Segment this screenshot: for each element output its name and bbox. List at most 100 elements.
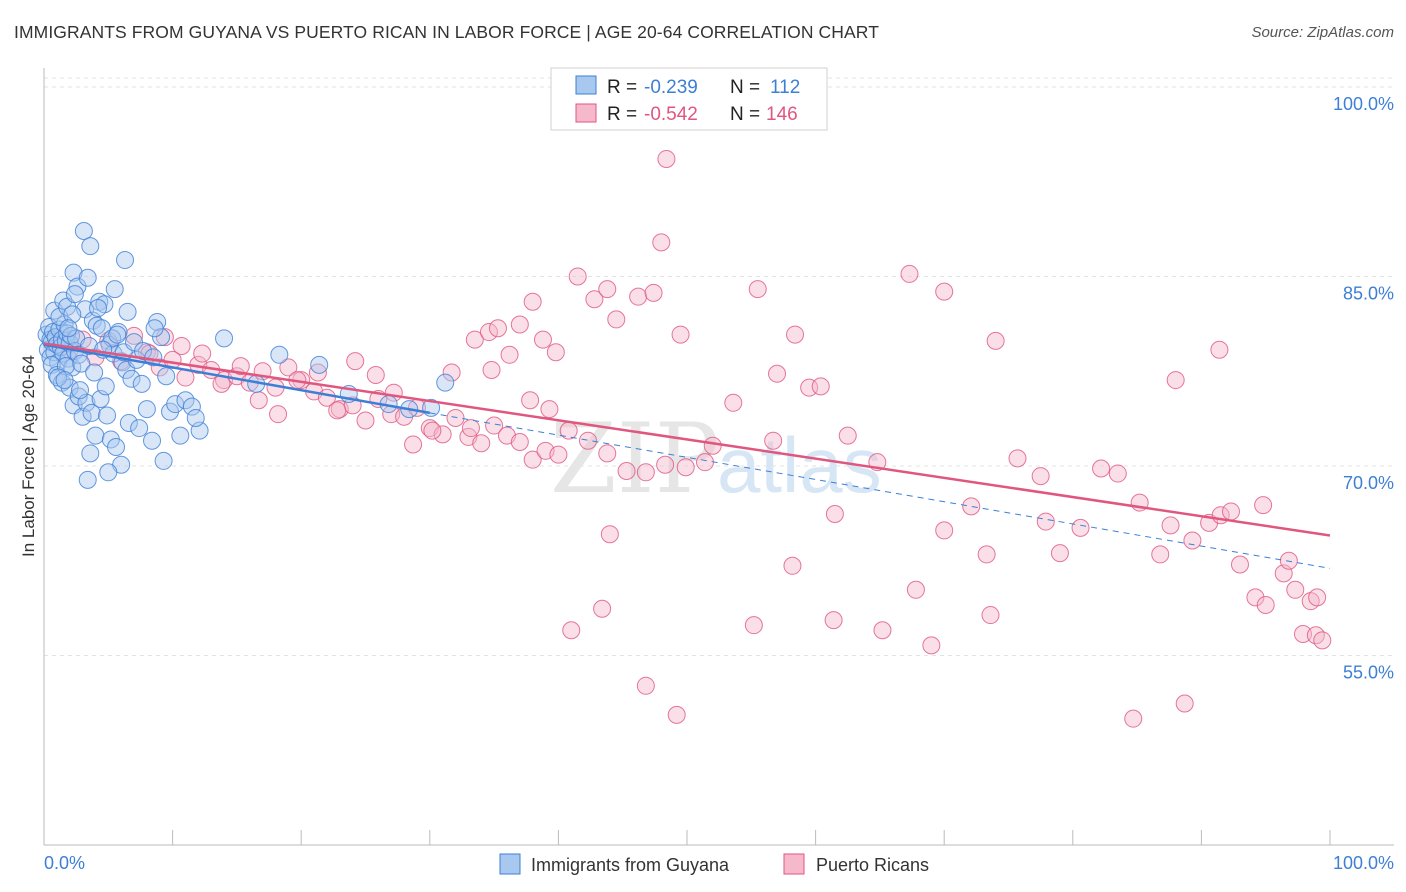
point-puerto-ricans — [521, 391, 540, 410]
legend-swatch-guyana[interactable] — [499, 853, 521, 875]
trend-lines — [43, 342, 1331, 569]
point-puerto-ricans — [1092, 459, 1111, 478]
point-guyana — [116, 251, 135, 270]
y-tick-label: 85.0% — [1343, 283, 1394, 303]
point-puerto-ricans — [1183, 531, 1202, 550]
point-puerto-ricans — [346, 352, 365, 371]
point-puerto-ricans — [652, 233, 671, 252]
point-guyana — [81, 237, 100, 256]
point-puerto-ricans — [671, 325, 690, 344]
point-puerto-ricans — [1151, 545, 1170, 564]
point-guyana — [82, 403, 101, 422]
point-puerto-ricans — [546, 343, 565, 362]
point-puerto-ricans — [600, 525, 619, 544]
point-guyana — [62, 326, 81, 345]
point-guyana — [96, 377, 115, 396]
stats-box: R = -0.239 N = 112 R = -0.542 N = 146 — [550, 67, 828, 131]
point-puerto-ricans — [598, 444, 617, 463]
legend-swatch-puerto-ricans[interactable] — [783, 853, 805, 875]
point-puerto-ricans — [510, 432, 529, 451]
point-puerto-ricans — [764, 431, 783, 450]
point-puerto-ricans — [1036, 512, 1055, 531]
point-puerto-ricans — [825, 504, 844, 523]
y-axis-label: In Labor Force | Age 20-64 — [19, 355, 38, 557]
point-puerto-ricans — [433, 425, 452, 444]
point-puerto-ricans — [824, 611, 843, 630]
point-puerto-ricans — [356, 411, 375, 430]
x-tick-label-start: 0.0% — [44, 853, 85, 873]
point-puerto-ricans — [656, 455, 675, 474]
x-tick-marks — [43, 830, 1331, 845]
point-puerto-ricans — [1124, 709, 1143, 728]
point-puerto-ricans — [423, 421, 442, 440]
point-puerto-ricans — [472, 434, 491, 453]
point-puerto-ricans — [366, 366, 385, 385]
point-puerto-ricans — [1108, 464, 1127, 483]
point-puerto-ricans — [465, 330, 484, 349]
stats-n-label-1: N = — [730, 77, 760, 98]
point-guyana — [107, 438, 126, 457]
point-puerto-ricans — [644, 283, 663, 302]
y-tick-label: 70.0% — [1343, 473, 1394, 493]
point-puerto-ricans — [510, 315, 529, 334]
point-guyana — [152, 328, 171, 347]
point-guyana — [74, 221, 93, 240]
point-guyana — [215, 329, 234, 348]
point-puerto-ricans — [800, 378, 819, 397]
point-puerto-ricans — [559, 421, 578, 440]
point-puerto-ricans — [540, 400, 559, 419]
watermark: ZIP atlas — [550, 403, 882, 515]
trend-line-puerto-ricans — [43, 342, 1331, 537]
point-puerto-ricans — [986, 331, 1005, 350]
point-puerto-ricans — [1161, 516, 1180, 535]
point-puerto-ricans — [249, 391, 268, 410]
source-credit: Source: ZipAtlas.com — [1251, 24, 1394, 41]
point-puerto-ricans — [667, 705, 686, 724]
point-puerto-ricans — [1166, 371, 1185, 390]
point-puerto-ricans — [1031, 467, 1050, 486]
point-guyana — [86, 426, 105, 445]
point-guyana — [87, 316, 106, 335]
point-puerto-ricans — [906, 580, 925, 599]
point-guyana — [119, 414, 138, 433]
legend-label-puerto-ricans[interactable]: Puerto Ricans — [816, 855, 929, 875]
point-guyana — [78, 268, 97, 287]
point-puerto-ricans — [308, 363, 327, 382]
trend-line-guyana-extended — [429, 412, 1331, 569]
point-guyana — [171, 426, 190, 445]
point-puerto-ricans — [482, 360, 501, 379]
legend-label-guyana[interactable]: Immigrants from Guyana — [531, 855, 730, 875]
point-puerto-ricans — [523, 450, 542, 469]
point-puerto-ricans — [811, 377, 830, 396]
y-tick-labels: 55.0% 70.0% 85.0% 100.0% — [1333, 94, 1394, 683]
point-puerto-ricans — [404, 435, 423, 454]
point-puerto-ricans — [922, 636, 941, 655]
point-guyana — [81, 444, 100, 463]
point-puerto-ricans — [783, 556, 802, 575]
point-puerto-ricans — [598, 280, 617, 299]
y-tick-label: 100.0% — [1333, 94, 1394, 114]
point-puerto-ricans — [981, 606, 1000, 625]
point-puerto-ricans — [1071, 518, 1090, 537]
point-puerto-ricans — [935, 282, 954, 301]
point-puerto-ricans — [696, 453, 715, 472]
point-guyana — [130, 419, 149, 438]
point-puerto-ricans — [523, 292, 542, 311]
point-puerto-ricans — [1256, 595, 1275, 614]
point-puerto-ricans — [676, 458, 695, 477]
stats-r-value-1: -0.239 — [644, 77, 698, 98]
point-guyana — [105, 280, 124, 299]
point-puerto-ricans — [636, 463, 655, 482]
point-puerto-ricans — [1293, 625, 1312, 644]
point-guyana — [73, 407, 92, 426]
point-guyana — [72, 354, 91, 373]
point-puerto-ricans — [479, 323, 498, 342]
point-puerto-ricans — [442, 363, 461, 382]
point-puerto-ricans — [607, 310, 626, 329]
point-puerto-ricans — [155, 328, 174, 347]
point-puerto-ricans — [977, 545, 996, 564]
point-puerto-ricans — [786, 325, 805, 344]
point-guyana — [85, 363, 104, 382]
stats-box-frame — [550, 67, 828, 131]
